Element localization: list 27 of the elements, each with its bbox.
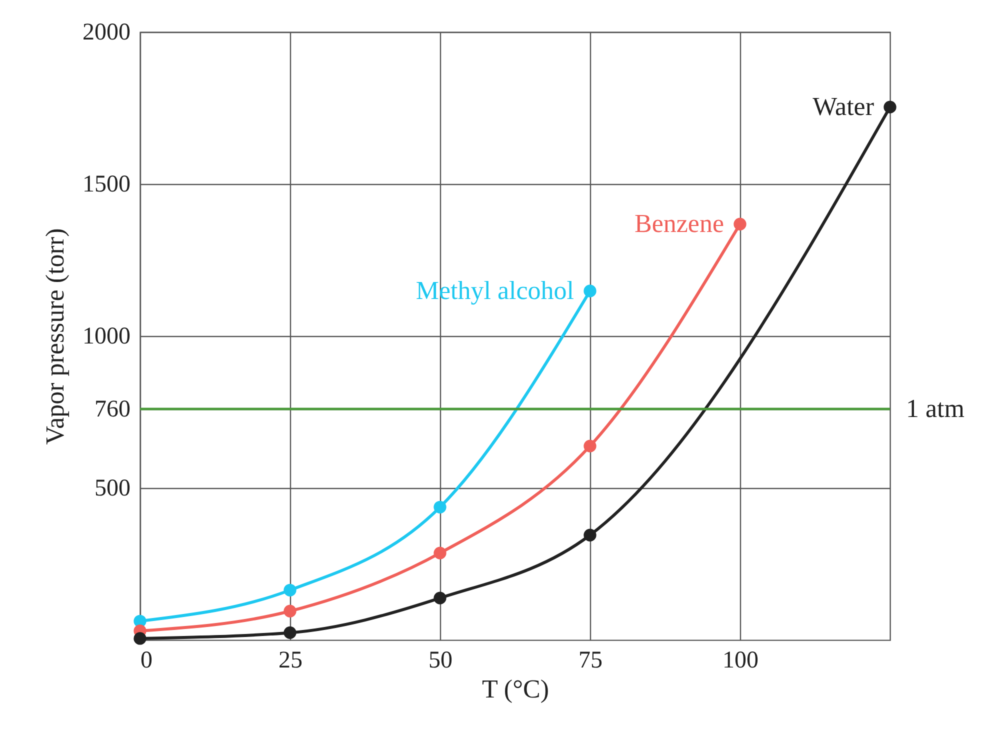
x-tick-label: 25 xyxy=(278,648,302,674)
x-tick-label: 100 xyxy=(722,648,758,674)
ref-line-label: 1 atm xyxy=(906,394,964,423)
y-tick-label: 760 xyxy=(94,396,130,422)
point xyxy=(434,500,446,514)
y-tick-label: 500 xyxy=(94,476,130,502)
x-tick-label: 50 xyxy=(428,648,452,674)
point xyxy=(584,440,596,452)
point xyxy=(584,528,596,542)
point xyxy=(584,284,596,298)
series-label: Benzene xyxy=(634,209,724,238)
point xyxy=(884,100,896,114)
point xyxy=(734,218,746,230)
y-tick-label: 1000 xyxy=(82,324,130,350)
point xyxy=(284,626,296,640)
y-axis-title: Vapor pressure (torr) xyxy=(40,228,70,445)
y-tick-label: 2000 xyxy=(82,20,130,46)
y-tick-label: 1500 xyxy=(82,172,130,198)
series-label: Water xyxy=(812,92,874,122)
point xyxy=(284,584,296,596)
x-tick-label: 75 xyxy=(578,648,602,674)
x-axis-title: T (°C) xyxy=(482,674,549,704)
point xyxy=(434,592,446,604)
point xyxy=(434,546,446,560)
point xyxy=(134,632,146,645)
x-tick-label: 0 xyxy=(140,648,152,674)
point xyxy=(284,604,296,618)
